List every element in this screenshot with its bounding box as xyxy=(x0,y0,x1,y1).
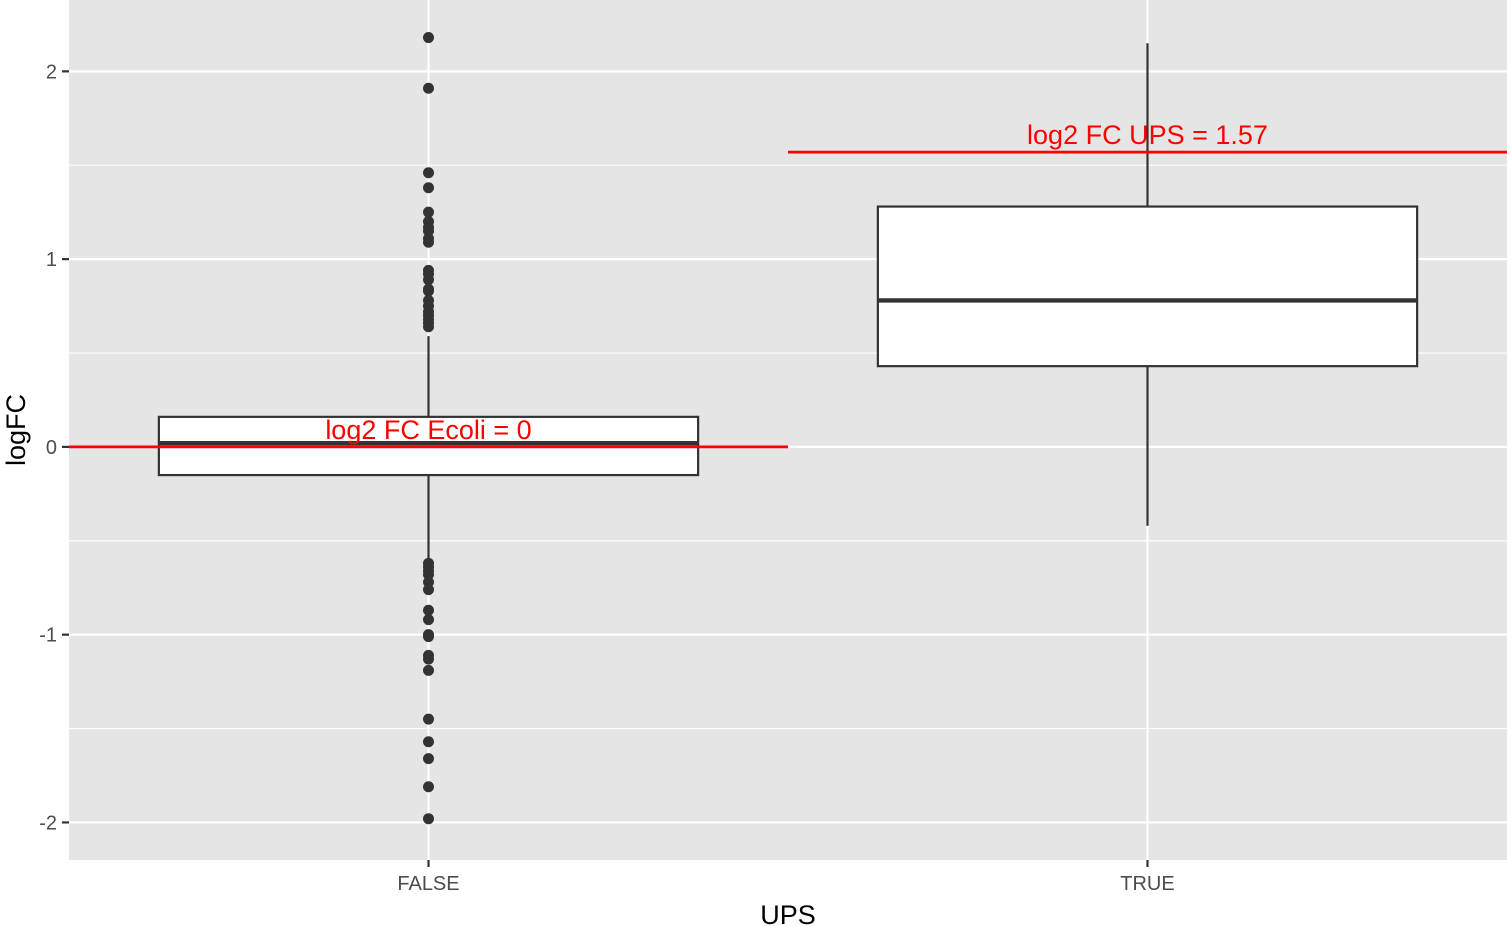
outlier-point xyxy=(423,614,434,626)
y-tick-label: 0 xyxy=(46,437,57,459)
outlier-point xyxy=(423,182,434,194)
x-axis: FALSE TRUE xyxy=(397,860,1175,895)
x-tick-label: TRUE xyxy=(1120,873,1174,895)
outlier-point xyxy=(423,32,434,44)
outlier-point xyxy=(423,781,434,793)
x-tick-label: FALSE xyxy=(397,873,459,895)
y-tick-label: -2 xyxy=(39,812,57,834)
outlier-point xyxy=(423,713,434,725)
y-tick-label: -1 xyxy=(39,625,57,647)
outlier-point xyxy=(423,813,434,825)
box-iqr xyxy=(876,205,1419,368)
x-axis-title: UPS xyxy=(760,900,816,926)
y-axis: -2 -1 0 1 2 xyxy=(39,61,69,834)
outlier-point xyxy=(423,664,434,676)
outlier-point xyxy=(423,206,434,218)
reference-label: log2 FC UPS = 1.57 xyxy=(1027,120,1268,150)
outlier-point xyxy=(423,604,434,616)
outlier-point xyxy=(423,736,434,748)
outlier-point xyxy=(423,321,434,333)
outlier-point xyxy=(423,631,434,643)
y-tick-label: 2 xyxy=(46,61,57,83)
outlier-point xyxy=(423,753,434,765)
box-true xyxy=(876,43,1419,526)
outlier-point xyxy=(423,653,434,665)
outlier-point xyxy=(423,167,434,179)
reference-label: log2 FC Ecoli = 0 xyxy=(325,415,531,445)
y-axis-title: logFC xyxy=(1,394,31,466)
outlier-point xyxy=(423,82,434,94)
outlier-point xyxy=(423,584,434,596)
outlier-point xyxy=(423,285,434,297)
y-tick-label: 1 xyxy=(46,249,57,271)
outlier-point xyxy=(423,274,434,286)
outlier-point xyxy=(423,236,434,248)
reference-lines-layer: log2 FC Ecoli = 0 log2 FC UPS = 1.57 xyxy=(69,120,1507,449)
